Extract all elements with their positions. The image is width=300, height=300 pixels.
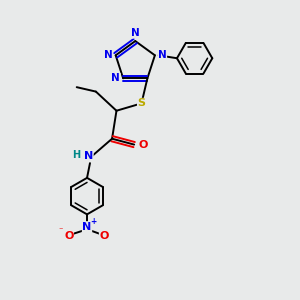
Text: N: N [104,50,113,60]
Text: S: S [137,98,146,108]
Text: +: + [90,217,97,226]
Text: O: O [139,140,148,150]
Text: N: N [82,222,92,232]
Text: ⁻: ⁻ [58,225,63,234]
Text: N: N [131,28,140,38]
Text: O: O [64,231,74,241]
Text: O: O [99,231,109,241]
Text: N: N [84,152,93,161]
Text: N: N [112,73,120,83]
Text: N: N [158,50,167,60]
Text: H: H [72,151,81,160]
